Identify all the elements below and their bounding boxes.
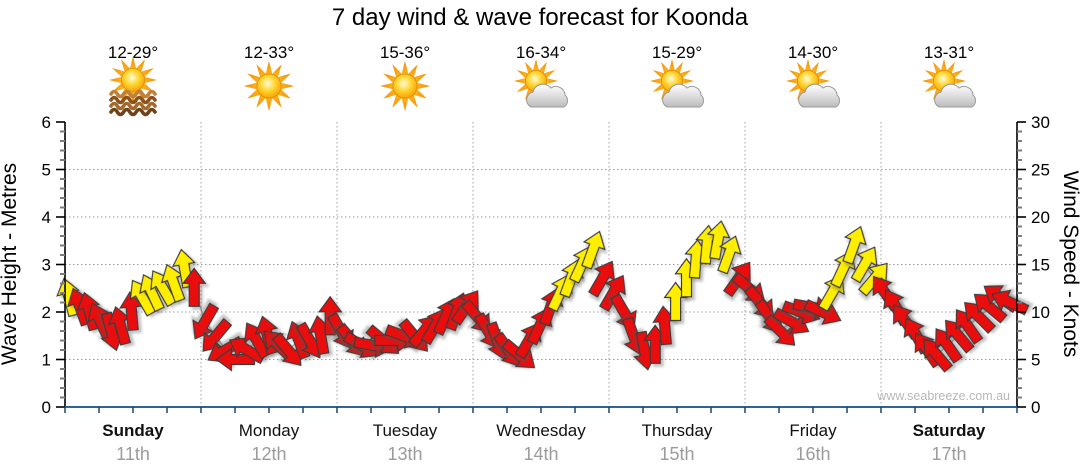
wind-arrow	[182, 267, 207, 307]
left-axis-title: Wave Height - Metres	[0, 163, 21, 365]
left-tick-label: 2	[42, 303, 51, 322]
right-tick-label: 30	[1031, 113, 1050, 132]
wind-arrow	[598, 274, 626, 312]
wind-arrow	[318, 295, 343, 336]
day-name-label: Thursday	[642, 421, 713, 440]
day-date-label: 11th	[116, 444, 150, 464]
wind-arrow	[706, 220, 731, 261]
day-name-label: Friday	[789, 421, 837, 440]
day-name-label: Tuesday	[373, 421, 438, 440]
wind-arrow	[991, 289, 1030, 316]
left-tick-label: 3	[42, 256, 51, 275]
axes	[56, 121, 1026, 413]
partly-cloudy-icon	[921, 58, 977, 108]
tick-labels: 0 1 2 3 4 5 6 0 5 10 15 20 25 30	[42, 113, 1050, 417]
day-name-label: Wednesday	[496, 421, 586, 440]
left-tick-label: 0	[42, 398, 51, 417]
day-temp-range: 12-29°	[108, 43, 158, 62]
day-name-label: Monday	[239, 421, 300, 440]
day-date-label: 14th	[523, 444, 558, 464]
sunny-icon	[243, 60, 295, 112]
left-tick-label: 1	[42, 351, 51, 370]
wind-arrow	[850, 246, 878, 284]
day-temp-range: 13-31°	[924, 43, 974, 62]
day-date-label: 12th	[251, 444, 286, 464]
left-tick-label: 4	[42, 208, 51, 227]
day-temp-range: 14-30°	[788, 43, 838, 62]
right-tick-label: 25	[1031, 161, 1050, 180]
day-date-label: 17th	[931, 444, 966, 464]
partly-cloudy-icon	[513, 58, 569, 108]
right-tick-label: 10	[1031, 303, 1050, 322]
day-date-label: 15th	[659, 444, 694, 464]
sunny-icon	[379, 60, 431, 112]
wind-arrow	[202, 317, 233, 352]
day-temp-range: 16-34°	[516, 43, 566, 62]
wind-arrow	[192, 302, 220, 340]
right-tick-label: 0	[1031, 398, 1040, 417]
day-name-label: Sunday	[102, 421, 164, 440]
right-tick-label: 20	[1031, 208, 1050, 227]
wind-arrows	[56, 220, 1030, 373]
left-tick-label: 6	[42, 113, 51, 132]
wind-arrow	[581, 230, 606, 270]
right-tick-label: 15	[1031, 256, 1050, 275]
sun-over-water-icon	[109, 56, 157, 117]
wind-arrow	[76, 291, 101, 332]
left-tick-label: 5	[42, 161, 51, 180]
right-tick-label: 5	[1031, 351, 1040, 370]
partly-cloudy-icon	[649, 58, 705, 108]
day-temp-range: 15-36°	[380, 43, 430, 62]
watermark: www.seabreeze.com.au	[876, 389, 1010, 403]
partly-cloudy-icon	[785, 58, 841, 108]
chart-title: 7 day wind & wave forecast for Koonda	[331, 4, 749, 31]
day-name-label: Saturday	[913, 421, 986, 440]
day-date-label: 13th	[387, 444, 422, 464]
day-temp-range: 15-29°	[652, 43, 702, 62]
wind-arrow	[717, 235, 742, 275]
day-date-label: 16th	[795, 444, 830, 464]
right-axis-title: Wind Speed - Knots	[1059, 171, 1080, 358]
wind-arrow	[842, 225, 867, 265]
day-temp-range: 12-33°	[244, 43, 294, 62]
